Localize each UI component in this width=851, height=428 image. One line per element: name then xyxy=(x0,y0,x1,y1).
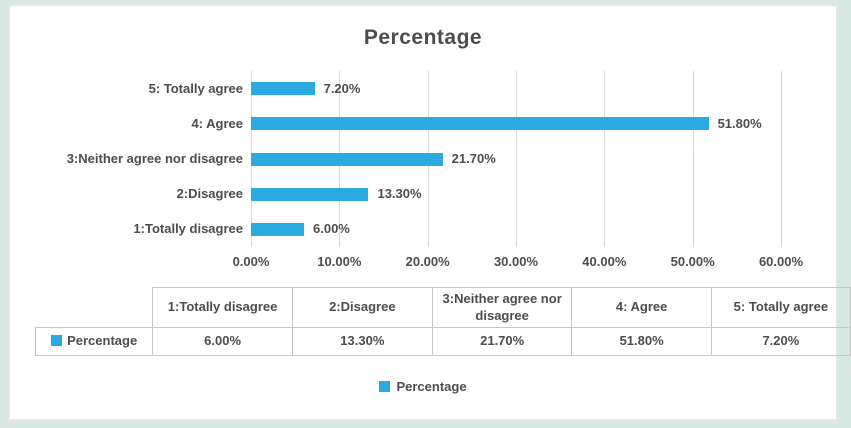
legend-label: Percentage xyxy=(396,379,467,394)
bar[interactable] xyxy=(251,152,443,166)
axis-tick-label: 20.00% xyxy=(405,254,450,269)
bar-value-label: 6.00% xyxy=(313,221,350,237)
bar-value-label: 51.80% xyxy=(717,115,762,131)
gridline xyxy=(604,71,606,247)
bar-value-label: 21.70% xyxy=(451,151,496,166)
table-value-cell: 6.00% xyxy=(152,327,293,356)
table-value-cell: 13.30% xyxy=(291,327,433,356)
gridline xyxy=(516,71,517,247)
bar[interactable] xyxy=(251,82,315,96)
bar[interactable] xyxy=(251,187,369,201)
legend-swatch-icon xyxy=(379,381,391,392)
data-table: 1:Totally disagree 2:Disagree 3:Neither ag… xyxy=(34,287,851,356)
axis-tick-label: 10.00% xyxy=(317,254,362,269)
table-header-cell: 2:Disagree xyxy=(291,287,433,328)
table-legend-swatch-icon xyxy=(51,335,63,347)
category-label: 2:Disagree xyxy=(176,186,243,202)
table-value-cell: 51.80% xyxy=(571,327,712,356)
table-blank-cell xyxy=(36,288,153,328)
category-label: 5: Totally agree xyxy=(148,80,243,96)
axis-tick-label: 50.00% xyxy=(670,254,715,269)
legend[interactable]: Percentage xyxy=(8,379,838,394)
bar[interactable] xyxy=(251,117,709,131)
table-value-cell: 21.70% xyxy=(431,327,573,356)
category-label: 1:Totally disagree xyxy=(133,221,243,237)
bar-value-label: 7.20% xyxy=(323,80,361,96)
table-header-cell: 5: Totally agree xyxy=(710,287,851,328)
gridline xyxy=(781,71,782,247)
category-label: 4: Agree xyxy=(191,115,243,131)
bar[interactable] xyxy=(251,222,304,236)
bar-value-label: 13.30% xyxy=(377,186,422,202)
table-header-cell: 1:Totally disagree xyxy=(152,287,293,328)
chart-title[interactable]: Percentage xyxy=(363,26,483,49)
gridline xyxy=(692,71,694,247)
table-header-cell: 4: Agree xyxy=(571,287,712,328)
table-value-cell: 7.20% xyxy=(710,327,851,356)
axis-tick-label: 30.00% xyxy=(493,254,539,269)
table-header-cell: 3:Neither agree nor disagree xyxy=(431,287,573,328)
category-label: 3:Neither agree nor disagree xyxy=(66,151,243,166)
axis-tick-label: 0.00% xyxy=(232,254,270,269)
table-row-label: Percentage xyxy=(34,327,154,356)
axis-tick-label: 40.00% xyxy=(582,254,627,269)
axis-tick-label: 60.00% xyxy=(758,254,804,269)
